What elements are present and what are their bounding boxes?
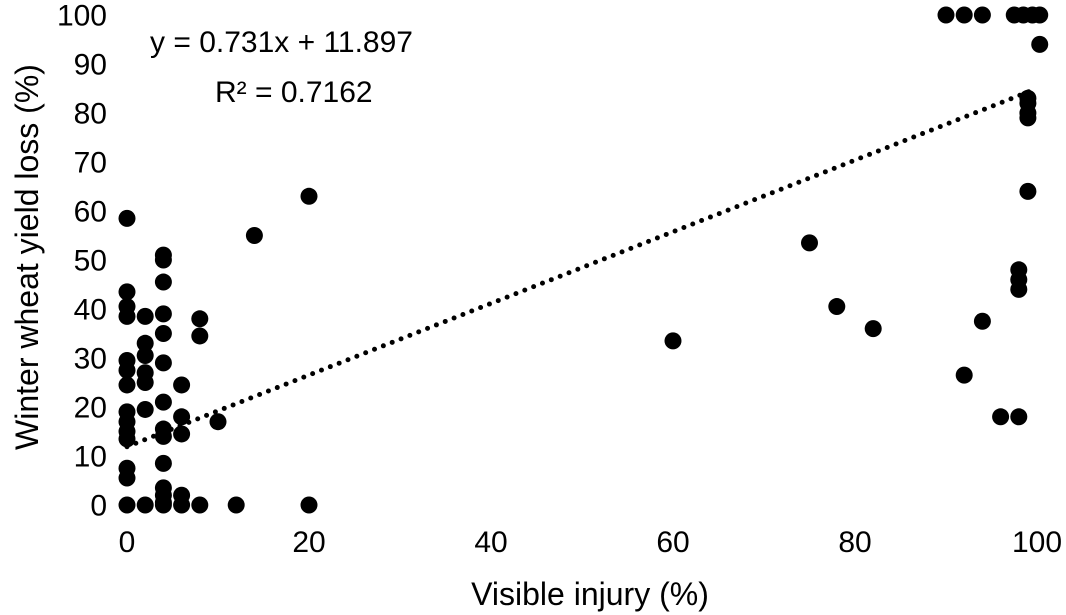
data-point [118, 430, 136, 448]
data-point [937, 6, 955, 24]
data-point [118, 283, 136, 301]
y-tick-label: 0 [90, 490, 107, 523]
y-tick-label: 50 [74, 245, 107, 278]
data-point [173, 496, 191, 514]
data-point [992, 408, 1010, 426]
trendline-equation: y = 0.731x + 11.897 [150, 26, 413, 59]
data-point [173, 408, 191, 426]
data-point [154, 393, 172, 411]
data-point [1031, 35, 1049, 53]
y-tick-labels: 0 10 20 30 40 50 60 70 80 90 100 [57, 0, 107, 523]
data-point [118, 496, 136, 514]
data-point [664, 332, 682, 350]
data-point [209, 413, 227, 431]
data-point [191, 327, 209, 345]
data-point [136, 496, 154, 514]
data-point [154, 305, 172, 323]
x-tick-label: 80 [838, 526, 871, 559]
data-point [136, 400, 154, 418]
y-tick-label: 70 [74, 147, 107, 180]
data-point [1010, 280, 1028, 298]
y-axis-title: Winter wheat yield loss (%) [9, 64, 45, 450]
x-tick-label: 0 [119, 526, 136, 559]
data-point [154, 251, 172, 269]
data-point [173, 425, 191, 443]
data-point [154, 273, 172, 291]
y-tick-label: 80 [74, 98, 107, 131]
y-tick-label: 10 [74, 441, 107, 474]
data-point [828, 298, 846, 316]
trendline-layer [124, 86, 1040, 450]
data-point [118, 376, 136, 394]
data-point [154, 427, 172, 445]
data-point [955, 6, 973, 24]
data-point [173, 376, 191, 394]
data-point [118, 469, 136, 487]
x-tick-label: 60 [656, 526, 689, 559]
x-tick-label: 100 [1012, 526, 1062, 559]
data-point [300, 496, 318, 514]
data-point [118, 361, 136, 379]
y-tick-label: 20 [74, 392, 107, 425]
data-point [136, 307, 154, 325]
data-point [118, 209, 136, 227]
data-point [801, 234, 818, 252]
trendline [124, 86, 1040, 450]
data-point [1019, 182, 1037, 200]
y-tick-label: 60 [74, 196, 107, 229]
data-point [227, 496, 245, 514]
y-tick-label: 100 [57, 0, 107, 33]
data-point [245, 227, 263, 244]
data-point [955, 366, 973, 384]
data-point [864, 320, 882, 338]
data-point [136, 334, 154, 352]
data-point [154, 454, 172, 472]
data-points [118, 6, 1049, 514]
data-point [136, 347, 154, 365]
data-point [136, 374, 154, 391]
data-point [118, 307, 136, 325]
data-point [300, 187, 318, 205]
data-point [1019, 109, 1037, 127]
data-point [1010, 408, 1028, 426]
data-point [1031, 6, 1049, 24]
data-point [191, 496, 209, 514]
data-point [973, 312, 991, 330]
y-tick-label: 30 [74, 343, 107, 376]
x-axis-title: Visible injury (%) [471, 576, 709, 612]
data-point [154, 496, 172, 514]
y-tick-label: 40 [74, 294, 107, 327]
data-point [154, 325, 172, 342]
x-tick-label: 20 [292, 526, 325, 559]
data-point [191, 310, 209, 328]
data-point [973, 6, 991, 24]
trendline-r-squared: R² = 0.7162 [215, 76, 373, 109]
x-tick-labels: 0 20 40 60 80 100 [119, 526, 1062, 559]
y-tick-label: 90 [74, 49, 107, 82]
data-point [154, 354, 172, 372]
x-tick-label: 40 [474, 526, 507, 559]
